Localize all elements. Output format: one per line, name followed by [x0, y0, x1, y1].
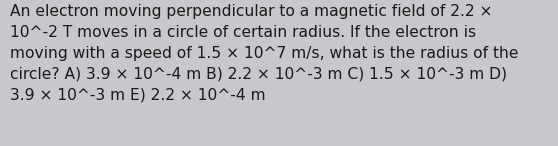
Text: An electron moving perpendicular to a magnetic field of 2.2 ×
10^-2 T moves in a: An electron moving perpendicular to a ma… [10, 4, 518, 102]
